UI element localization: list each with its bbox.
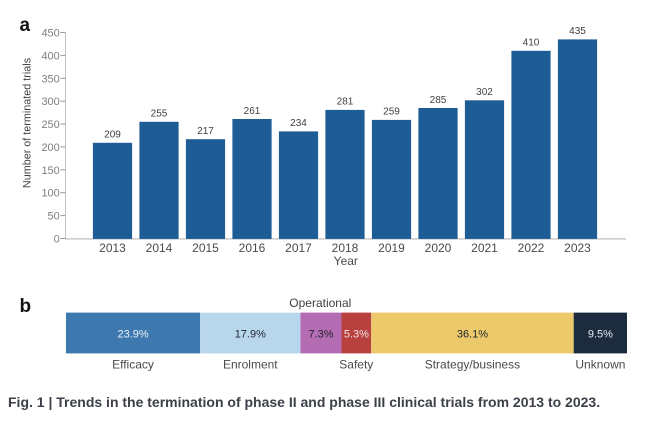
svg-text:9.5%: 9.5% xyxy=(588,328,613,340)
svg-text:435: 435 xyxy=(569,26,586,37)
svg-text:Strategy/business: Strategy/business xyxy=(425,357,520,371)
svg-text:450: 450 xyxy=(41,28,59,40)
svg-text:300: 300 xyxy=(41,96,59,108)
svg-text:7.3%: 7.3% xyxy=(308,328,333,340)
svg-text:Year: Year xyxy=(334,254,358,268)
svg-text:Unknown: Unknown xyxy=(575,357,625,371)
svg-text:285: 285 xyxy=(430,95,447,106)
svg-text:2021: 2021 xyxy=(471,241,498,255)
svg-text:Fig. 1 | Trends in the termina: Fig. 1 | Trends in the termination of ph… xyxy=(8,394,600,410)
svg-text:50: 50 xyxy=(48,211,60,223)
svg-text:2015: 2015 xyxy=(192,241,219,255)
svg-text:400: 400 xyxy=(41,50,59,62)
svg-text:150: 150 xyxy=(41,165,59,177)
svg-text:302: 302 xyxy=(476,87,493,98)
svg-text:2017: 2017 xyxy=(285,241,312,255)
svg-text:36.1%: 36.1% xyxy=(457,328,488,340)
svg-text:17.9%: 17.9% xyxy=(235,328,266,340)
svg-text:217: 217 xyxy=(197,126,214,137)
svg-text:350: 350 xyxy=(41,73,59,85)
svg-text:2023: 2023 xyxy=(564,241,591,255)
svg-text:410: 410 xyxy=(523,38,540,49)
svg-text:2013: 2013 xyxy=(99,241,126,255)
svg-text:a: a xyxy=(20,15,31,36)
svg-text:23.9%: 23.9% xyxy=(117,328,148,340)
svg-text:Number of terminated trials: Number of terminated trials xyxy=(21,57,33,188)
svg-text:234: 234 xyxy=(290,118,307,129)
svg-text:259: 259 xyxy=(383,107,400,118)
svg-text:209: 209 xyxy=(104,130,121,141)
svg-text:5.3%: 5.3% xyxy=(344,328,369,340)
svg-text:Efficacy: Efficacy xyxy=(112,357,154,371)
svg-text:2014: 2014 xyxy=(146,241,173,255)
svg-text:261: 261 xyxy=(244,106,261,117)
svg-text:0: 0 xyxy=(54,234,60,246)
svg-text:2018: 2018 xyxy=(332,241,359,255)
svg-text:250: 250 xyxy=(41,119,59,131)
svg-text:281: 281 xyxy=(337,97,354,108)
svg-text:100: 100 xyxy=(41,188,59,200)
svg-text:Enrolment: Enrolment xyxy=(223,357,278,371)
svg-text:200: 200 xyxy=(41,142,59,154)
svg-text:Operational: Operational xyxy=(289,296,351,310)
svg-text:2020: 2020 xyxy=(425,241,452,255)
svg-text:2019: 2019 xyxy=(378,241,405,255)
svg-text:2022: 2022 xyxy=(518,241,545,255)
svg-text:b: b xyxy=(20,296,32,317)
svg-text:Safety: Safety xyxy=(339,357,373,371)
svg-text:255: 255 xyxy=(151,109,168,120)
svg-text:2016: 2016 xyxy=(239,241,266,255)
